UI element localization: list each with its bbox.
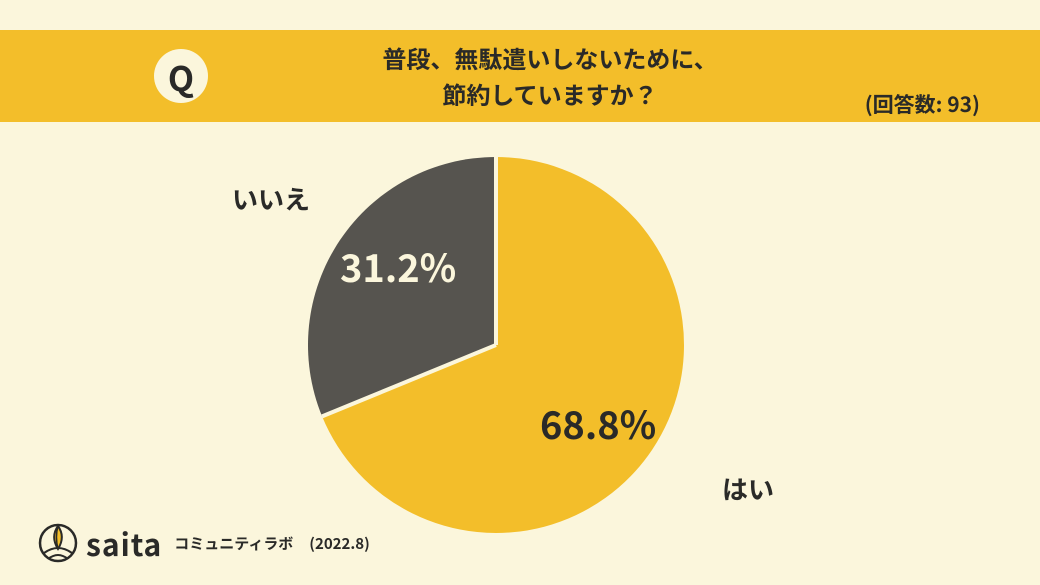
slice-category-label: いいえ [232, 180, 310, 217]
slice-category-label: はい [722, 470, 774, 507]
sub-brand-text: コミュニティラボ [174, 533, 293, 554]
slice-percent-label: 31.2% [340, 238, 456, 293]
slice-percent-label: 68.8% [540, 395, 656, 450]
pie-chart [0, 0, 1040, 585]
footer-date: (2022.8) [309, 533, 369, 554]
brand-text: saita [86, 521, 162, 565]
footer: saita コミュニティラボ (2022.8) [38, 521, 370, 565]
saita-logo-icon [38, 523, 78, 563]
